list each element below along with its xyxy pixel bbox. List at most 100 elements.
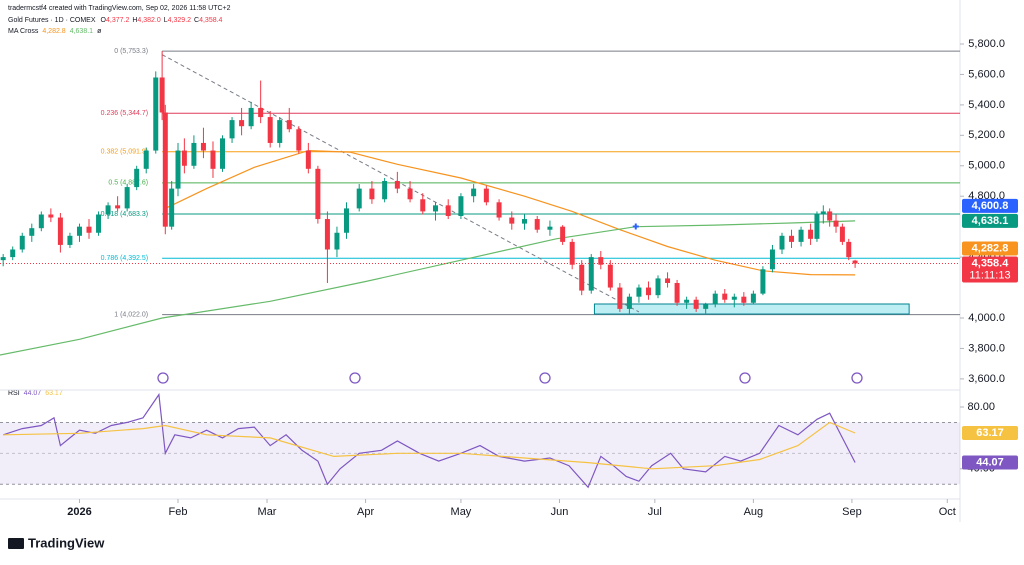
candle-body [324, 219, 330, 250]
candle-body [636, 287, 642, 297]
candle-body [286, 120, 292, 130]
rsi-legend: RSI 44.07 63.17 [8, 390, 63, 397]
ohlc: O4,377.2 H4,382.0 L4,329.2 C4,358.4 [101, 17, 223, 24]
ohlc-key: H [132, 17, 137, 24]
y-tick-label: 3,800.0 [968, 342, 1005, 354]
candle-body [48, 214, 54, 218]
candle-body [712, 293, 718, 305]
candle-body [839, 226, 845, 242]
candle-body [808, 229, 814, 239]
candle-body [674, 282, 680, 303]
price-badge-label: 4,282.8 [972, 242, 1009, 254]
candle-body [343, 208, 349, 233]
fib-label: 0.236 (5,344.7) [101, 110, 148, 117]
candle-body [210, 150, 216, 169]
event-icon [739, 372, 751, 384]
candle-body [827, 211, 833, 221]
candle-body [169, 188, 175, 227]
candle-body [833, 220, 839, 227]
candle-body [722, 293, 728, 300]
x-tick-label: Oct [939, 506, 956, 518]
candle-body [509, 217, 515, 224]
price-badge [962, 198, 1018, 213]
y-tick-label: 4,000.0 [968, 312, 1005, 324]
x-tick-label: Apr [357, 506, 374, 518]
candle-body [741, 296, 747, 303]
candle-body [655, 278, 661, 296]
ohlc-key: C [194, 17, 199, 24]
candle-body [258, 107, 264, 118]
x-tick-label: Mar [258, 506, 277, 518]
candle-body [534, 219, 540, 230]
candle-body [382, 180, 388, 200]
candle-body [315, 168, 321, 220]
candle-body [607, 264, 613, 288]
candle-body [814, 214, 820, 239]
y-tick-label: 3,600.0 [968, 373, 1005, 385]
candle-body [248, 107, 254, 127]
candle-body [143, 150, 149, 169]
ohlc-value: 4,377.2 [106, 17, 129, 24]
fib-label: 0.5 (4,887.6) [108, 180, 148, 187]
candle-body [277, 120, 283, 143]
candle-body [471, 188, 477, 197]
candle-body [267, 117, 273, 143]
candle-body [798, 229, 804, 242]
candle-body [617, 287, 623, 309]
x-tick-label: May [451, 506, 472, 518]
fib-label: 0.618 (4,683.3) [101, 211, 148, 218]
candle-body [10, 249, 16, 258]
candle-body [483, 188, 489, 203]
candle-body [0, 257, 6, 261]
candle-body [76, 226, 82, 236]
y-tick-label: 5,600.0 [968, 68, 1005, 80]
fib-label: 0.786 (4,392.5) [101, 255, 148, 262]
candle-body [846, 241, 852, 258]
candle-body [220, 138, 226, 169]
candle-body [67, 235, 73, 245]
symbol-legend: Gold Futures · 1D · COMEX O4,377.2 H4,382.… [8, 17, 223, 24]
candle-body [19, 235, 25, 250]
candle-body [626, 296, 632, 309]
indicator: MA Cross [8, 28, 39, 35]
candle-body [356, 188, 362, 209]
candle-body [432, 205, 438, 212]
candle-body [153, 77, 159, 151]
candle-body [665, 278, 671, 283]
ma-legend: MA Cross 4,282.8 4,638.1 ø [8, 28, 102, 35]
cross-marker [632, 223, 639, 230]
moving-average [0, 220, 856, 356]
candle-body [569, 241, 575, 265]
candle-body [162, 112, 168, 227]
candle-body [407, 188, 413, 200]
price-badge-timer: 11:11:13 [969, 269, 1010, 281]
candle-body [239, 120, 245, 127]
candle-body [750, 293, 756, 303]
candle-body [598, 257, 604, 265]
y-tick-label: 5,800.0 [968, 38, 1005, 50]
rsi-value: 44.07 [24, 390, 42, 397]
candle-body [703, 304, 709, 309]
ma-extra: ø [97, 28, 102, 35]
candle-body [181, 150, 187, 166]
candle-body [789, 235, 795, 242]
candle-body [496, 202, 502, 218]
candle-body [852, 260, 858, 264]
candle-body [57, 217, 63, 245]
event-icon [539, 372, 551, 384]
author: tradermcstf4 created with TradingView.co… [8, 5, 231, 12]
candle-body [105, 205, 111, 215]
candle-body [191, 142, 197, 166]
ma-value: 4,282.8 [42, 28, 65, 35]
fib-label: 0 (5,753.3) [114, 48, 148, 55]
candle-body [684, 299, 690, 303]
moving-average [165, 149, 856, 276]
candle-body [229, 120, 235, 139]
ohlc-key: L [164, 17, 168, 24]
price-badge-label: 63.17 [976, 427, 1004, 439]
x-tick-label: Sep [842, 506, 862, 518]
candle-body [124, 187, 130, 209]
price-badge [962, 256, 1018, 283]
candle-body [560, 226, 566, 242]
